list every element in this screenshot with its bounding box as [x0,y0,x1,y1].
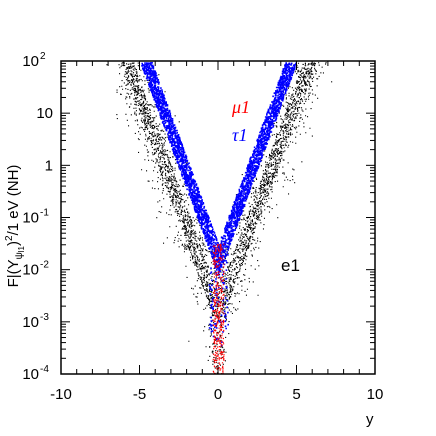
y-tick-label: 10 [22,210,39,227]
y-tick-exponent: 2 [40,51,46,62]
y-axis-title: F|(Yψl1)2/1 eV (NH) [4,165,26,288]
y-tick-label: 10 [22,262,39,279]
axis-ticks [60,60,376,375]
x-tick-label: 0 [214,386,222,403]
y-axis-title-sup: 2 [4,235,15,241]
y-tick-exponent: -3 [40,312,49,323]
series-tau1-points [141,62,297,347]
y-tick-exponent: -1 [40,208,49,219]
x-tick-label: 10 [367,386,384,403]
y-axis-title-close: ) [5,241,22,246]
x-tick-label: 5 [292,386,300,403]
y-axis-title-sub: ψ [14,252,25,259]
tau1-points [141,62,297,347]
x-tick-label: -5 [133,386,146,403]
y-tick-label: 10 [22,366,39,383]
plot-frame [60,60,376,375]
y-tick-label: 10 [36,105,53,122]
series-mu1-points [212,243,225,375]
mu1-points [212,243,225,375]
legend-tau1: τ1 [232,125,247,145]
series-e1-points [106,62,333,374]
legend-mu1: μ1 [231,97,250,117]
y-axis-title-tail: /1 eV (NH) [5,165,22,236]
y-tick-label: 10 [22,314,39,331]
y-tick-label: 10 [22,53,39,70]
x-tick-labels: -10 -5 0 5 10 [50,386,383,403]
x-axis-title: y [366,411,374,428]
y-tick-label: 1 [45,157,53,174]
annotation-e1: e1 [281,256,300,275]
y-tick-exponent: -4 [40,364,49,375]
y-tick-exponent: -2 [40,260,49,271]
y-axis-title-main: F|(Y [5,259,22,287]
y-axis-title-sub2: l1 [17,245,26,252]
x-tick-label: -10 [50,386,72,403]
e1-points [106,62,333,374]
